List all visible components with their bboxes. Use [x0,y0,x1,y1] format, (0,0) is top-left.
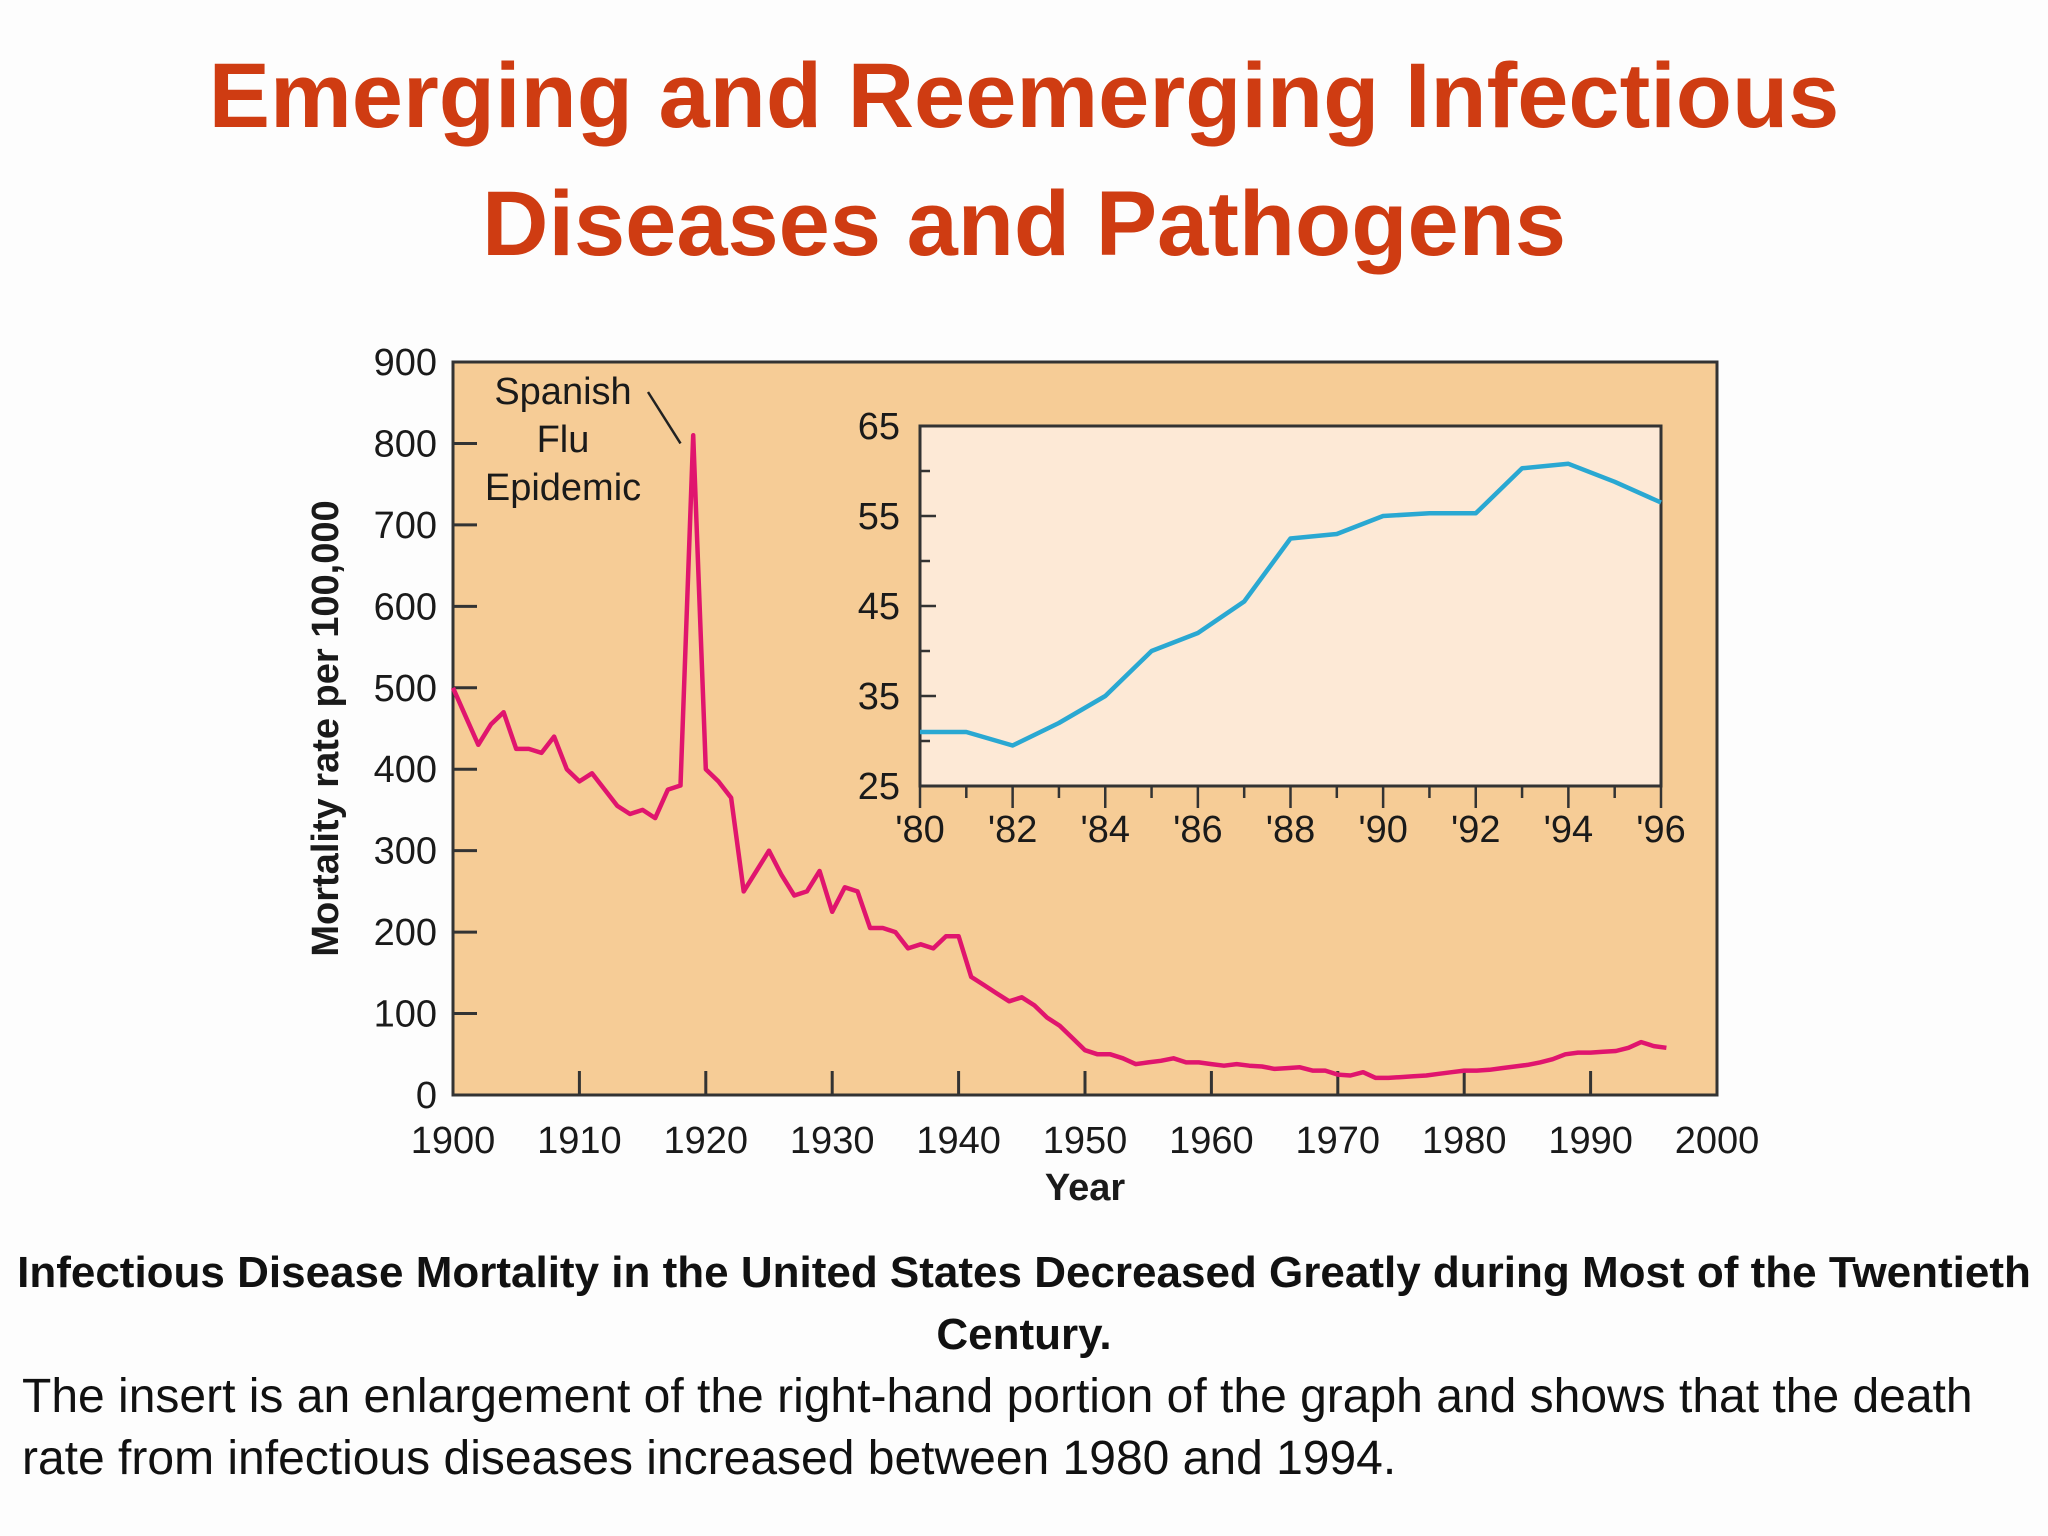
inset-y-tick-label: 55 [858,496,900,538]
x-tick-label: 1900 [411,1120,496,1162]
x-axis-title: Year [1045,1167,1126,1209]
inset-y-tick-label: 45 [858,586,900,628]
x-tick-label: 1920 [664,1120,749,1162]
inset-y-tick-label: 25 [858,766,900,808]
y-tick-label: 200 [374,912,437,954]
y-tick-label: 0 [416,1075,437,1117]
x-tick-label: 1990 [1548,1120,1633,1162]
inset-x-tick-label: '88 [1266,809,1316,851]
inset-series-line [920,461,1662,748]
slide-title-line-2: Diseases and Pathogens [482,173,1566,275]
annotation-line: Spanish [494,371,631,413]
annotation-pointer [646,391,682,445]
caption-heading: Infectious Disease Mortality in the Unit… [17,1248,2031,1359]
inset-y-tick-label: 35 [858,676,900,718]
inset-x-tick-label: '90 [1358,809,1408,851]
x-tick-label: 1980 [1422,1120,1507,1162]
inset-x-tick-label: '86 [1173,809,1223,851]
annotation-line: Epidemic [485,467,641,509]
inset-x-tick-label: '82 [988,809,1038,851]
y-tick-label: 300 [374,831,437,873]
y-axis-title: Mortality rate per 100,000 [305,500,347,956]
x-tick-label: 1910 [537,1120,622,1162]
x-tick-label: 2000 [1675,1120,1760,1162]
inset-chart: 25 35 45 55 65 '80 '82 '84 '86 '88 '90 '92 '94 '96 [858,406,1686,851]
mortality-series-line [450,433,1667,1081]
figure-caption: Infectious Disease Mortality in the Unit… [0,1242,2048,1490]
inset-x-tick-label: '92 [1451,809,1501,851]
y-tick-label: 600 [374,586,437,628]
slide-title: Emerging and Reemerging Infectious Disea… [0,32,2048,288]
inset-y-tick-label: 65 [858,406,900,448]
y-tick-label: 400 [374,749,437,791]
x-tick-label: 1970 [1296,1120,1381,1162]
annotation-line: Flu [537,419,590,461]
y-tick-label: 800 [374,423,437,465]
inset-plot-area [918,424,1663,788]
y-tick-label: 900 [374,342,437,384]
inset-x-tick-label: '94 [1544,809,1594,851]
y-tick-label: 500 [374,668,437,710]
y-tick-label: 100 [374,994,437,1036]
x-tick-label: 1960 [1169,1120,1254,1162]
inset-x-tick-label: '80 [895,809,945,851]
caption-body: The insert is an enlargement of the righ… [22,1370,1973,1485]
inset-x-tick-label: '84 [1080,809,1130,851]
x-tick-label: 1930 [790,1120,875,1162]
slide-title-line-1: Emerging and Reemerging Infectious [208,45,1840,147]
x-tick-label: 1950 [1043,1120,1128,1162]
x-tick-label: 1940 [916,1120,1001,1162]
mortality-chart: 0 100 200 300 400 500 600 700 800 900 1900 1910 1920… [305,342,1760,1209]
y-tick-label: 700 [374,505,437,547]
inset-x-tick-label: '96 [1636,809,1686,851]
